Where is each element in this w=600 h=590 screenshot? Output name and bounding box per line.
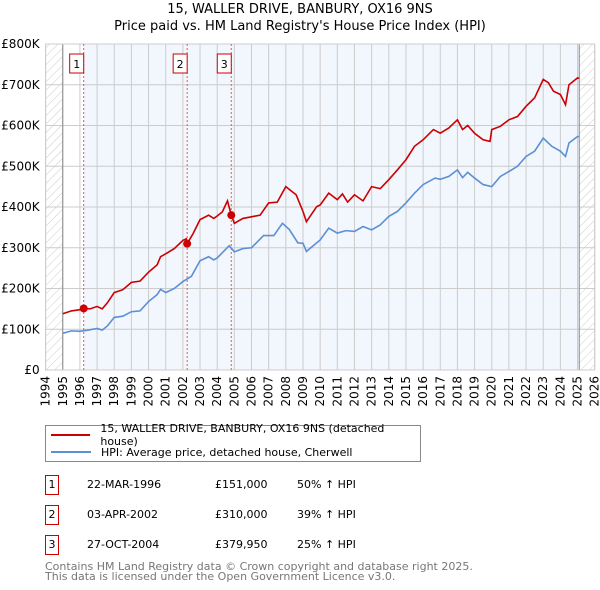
y-tick-label: £800K bbox=[1, 37, 41, 51]
x-tick-label: 2016 bbox=[416, 376, 430, 407]
y-tick-label: £100K bbox=[1, 322, 41, 336]
x-tick-label: 2026 bbox=[588, 376, 600, 407]
x-tick-label: 1997 bbox=[90, 376, 104, 407]
x-tick-label: 2022 bbox=[519, 376, 533, 407]
x-tick-label: 2011 bbox=[330, 376, 344, 407]
property-price-line bbox=[62, 76, 580, 315]
sale-point bbox=[227, 211, 236, 220]
x-tick-label: 2006 bbox=[245, 376, 259, 407]
x-tick-label: 2025 bbox=[571, 376, 585, 407]
transaction-hpi-diff: 50% ↑ HPI bbox=[297, 478, 356, 491]
legend-label: HPI: Average price, detached house, Cher… bbox=[101, 445, 353, 459]
x-tick-label: 1995 bbox=[56, 376, 70, 407]
sale-label-number: 2 bbox=[177, 58, 184, 71]
legend-item-hpi: HPI: Average price, detached house, Cher… bbox=[46, 444, 352, 460]
sale-point bbox=[79, 304, 88, 313]
chart-title: 15, WALLER DRIVE, BANBURY, OX16 9NS bbox=[167, 2, 433, 17]
x-tick-label: 2014 bbox=[382, 376, 396, 407]
x-tick-label: 2005 bbox=[227, 376, 241, 407]
x-tick-label: 1996 bbox=[73, 376, 87, 407]
transaction-number-badge: 1 bbox=[45, 475, 59, 495]
x-tick-label: 2024 bbox=[553, 376, 567, 407]
x-tick-label: 2002 bbox=[176, 376, 190, 407]
legend-label: 15, WALLER DRIVE, BANBURY, OX16 9NS (det… bbox=[100, 422, 385, 448]
y-tick-label: £300K bbox=[1, 241, 41, 255]
transaction-number-badge: 2 bbox=[45, 505, 59, 525]
x-tick-label: 2015 bbox=[399, 376, 413, 407]
transaction-hpi-diff: 39% ↑ HPI bbox=[297, 508, 356, 521]
transaction-date: 27-OCT-2004 bbox=[87, 538, 160, 551]
x-tick-label: 2007 bbox=[262, 376, 276, 407]
x-tick-label: 1994 bbox=[39, 376, 53, 407]
legend-item-property: 15, WALLER DRIVE, BANBURY, OX16 9NS (det… bbox=[46, 422, 420, 448]
plot-border bbox=[45, 43, 596, 371]
hpi-line-swatch bbox=[51, 451, 91, 453]
y-tick-label: £0 bbox=[24, 363, 39, 377]
x-tick-label: 2021 bbox=[502, 376, 516, 407]
x-tick-label: 2009 bbox=[296, 376, 310, 407]
y-tick-label: £500K bbox=[1, 159, 41, 173]
x-tick-label: 2000 bbox=[142, 376, 156, 407]
x-tick-label: 2012 bbox=[347, 376, 361, 407]
y-tick-label: £700K bbox=[1, 78, 41, 92]
y-tick-label: £400K bbox=[1, 200, 41, 214]
sale-label-box bbox=[172, 53, 188, 74]
x-tick-label: 2001 bbox=[159, 376, 173, 407]
transaction-date: 03-APR-2002 bbox=[87, 508, 159, 521]
x-tick-label: 1999 bbox=[124, 376, 138, 407]
x-tick-label: 2018 bbox=[450, 376, 464, 407]
transaction-price: £151,000 bbox=[215, 478, 268, 491]
sale-label-box bbox=[69, 53, 85, 74]
footer-licence: This data is licensed under the Open Gov… bbox=[45, 570, 396, 583]
transaction-hpi-diff: 25% ↑ HPI bbox=[297, 538, 356, 551]
x-tick-label: 2013 bbox=[365, 376, 379, 407]
sale-label-number: 1 bbox=[73, 58, 80, 71]
transaction-number-badge: 3 bbox=[45, 535, 59, 555]
x-tick-label: 2019 bbox=[468, 376, 482, 407]
legend: 15, WALLER DRIVE, BANBURY, OX16 9NS (det… bbox=[45, 422, 421, 462]
x-tick-label: 2003 bbox=[193, 376, 207, 407]
transaction-price: £310,000 bbox=[215, 508, 268, 521]
price-chart: 1994 1995 1996 1997 1998 1999 2000 2001 2002 2003… bbox=[1, 37, 600, 407]
hpi-line bbox=[62, 135, 580, 335]
y-tick-label: £200K bbox=[1, 282, 41, 296]
sale-label-box bbox=[216, 53, 232, 74]
sale-point bbox=[183, 239, 192, 248]
y-tick-label: £600K bbox=[1, 119, 41, 133]
property-line-swatch bbox=[51, 434, 91, 436]
x-tick-label: 2008 bbox=[279, 376, 293, 407]
x-tick-label: 2004 bbox=[210, 376, 224, 407]
transaction-date: 22-MAR-1996 bbox=[87, 478, 162, 491]
x-tick-label: 2020 bbox=[485, 376, 499, 407]
x-tick-label: 2010 bbox=[313, 376, 327, 407]
x-tick-label: 1998 bbox=[107, 376, 121, 407]
x-tick-label: 2023 bbox=[536, 376, 550, 407]
x-tick-label: 2017 bbox=[433, 376, 447, 407]
chart-subtitle: Price paid vs. HM Land Registry's House … bbox=[114, 19, 486, 34]
sale-label-number: 3 bbox=[221, 58, 228, 71]
footer-copyright: Contains HM Land Registry data © Crown c… bbox=[45, 560, 473, 573]
transaction-price: £379,950 bbox=[215, 538, 268, 551]
